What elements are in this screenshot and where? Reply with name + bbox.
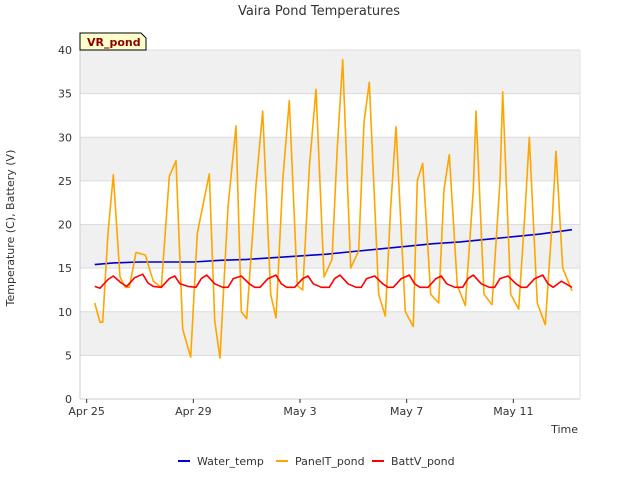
legend-label-panelt-pond: PanelT_pond <box>295 455 365 468</box>
legend-label-water-temp: Water_temp <box>197 455 264 468</box>
legend-label-battv-pond: BattV_pond <box>391 455 455 468</box>
y-tick-label: 25 <box>58 175 72 188</box>
x-tick-label: Apr 29 <box>175 405 212 418</box>
station-badge-label: VR_pond <box>87 36 141 49</box>
y-tick-label: 15 <box>58 262 72 275</box>
y-tick-label: 0 <box>65 393 72 406</box>
x-tick-label: Apr 25 <box>68 405 105 418</box>
x-tick-label: May 3 <box>283 405 316 418</box>
tick-labels: 0 5 10 15 20 25 30 35 40 Apr 25 Apr 29 May 3 May 7 Ma… <box>58 44 533 418</box>
y-tick-label: 5 <box>65 349 72 362</box>
y-axis-title: Temperature (C), Battery (V) <box>4 150 17 308</box>
axes <box>79 50 581 400</box>
chart-title: Vaira Pond Temperatures <box>238 4 400 19</box>
y-tick-label: 10 <box>58 306 72 319</box>
station-badge-box <box>79 32 147 51</box>
y-tick-label: 30 <box>58 131 72 144</box>
x-axis-title: Time <box>550 423 578 436</box>
station-badge: VR_pond <box>79 32 147 51</box>
plot-band <box>80 50 580 94</box>
series-group <box>93 58 573 359</box>
series-line-panelt-pond <box>93 58 573 359</box>
series-line-water-temp <box>94 228 573 266</box>
x-tick-label: May 7 <box>390 405 423 418</box>
legend: Water_temp PanelT_pond BattV_pond <box>178 455 455 468</box>
x-tick-label: May 11 <box>493 405 533 418</box>
y-tick-label: 35 <box>58 88 72 101</box>
series-line-battv-pond <box>94 273 573 290</box>
plot-band <box>80 311 580 356</box>
y-tick-label: 40 <box>58 44 72 57</box>
plot-band <box>80 137 580 181</box>
y-tick-label: 20 <box>58 219 72 232</box>
